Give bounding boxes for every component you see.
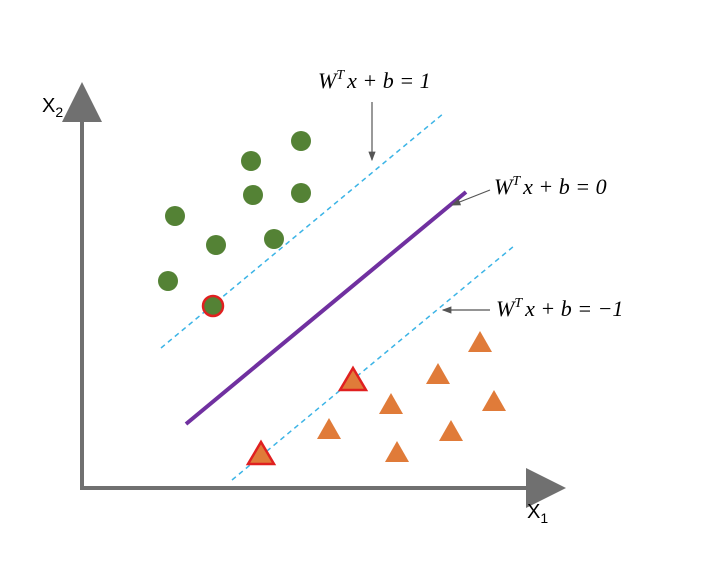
text-part: X [42,95,55,117]
y-axis-label: X2 [42,95,63,120]
hyperplane-label: WT x + b = −1 [496,296,623,321]
point [158,271,178,291]
text-part: 2 [55,104,63,120]
text-part: x + b = 0 [522,174,606,199]
point [291,183,311,203]
hyperplane-label: WT x + b = 1 [318,68,431,93]
text-part: T [336,68,345,83]
decision-boundary [184,190,468,426]
point [379,393,403,414]
point [426,363,450,384]
point [482,390,506,411]
text-part: 1 [540,510,548,526]
support-vector [245,439,277,466]
text-part: X [527,501,540,523]
pointer-arrow [450,189,491,206]
text-part: T [514,296,523,311]
point [264,229,284,249]
point [241,151,261,171]
x-axis-label: X1 [527,501,548,526]
point [206,235,226,255]
hyperplane-label: WT x + b = 0 [494,174,607,199]
text-part: W [494,174,514,199]
margin-line [231,245,515,481]
point [243,185,263,205]
point [317,418,341,439]
text-part: x + b = 1 [346,68,430,93]
point [165,206,185,226]
support-vector [201,294,225,318]
text-part: x + b = −1 [524,296,623,321]
text-part: T [512,174,521,189]
support-vector [337,365,369,392]
point [291,131,311,151]
margin-line [160,112,445,349]
axes [62,82,566,508]
point [468,331,492,352]
point [439,420,463,441]
class-b-points [245,331,506,466]
class-a-points [158,131,311,318]
text-part: W [318,68,338,93]
text-part: W [496,296,516,321]
point [385,441,409,462]
